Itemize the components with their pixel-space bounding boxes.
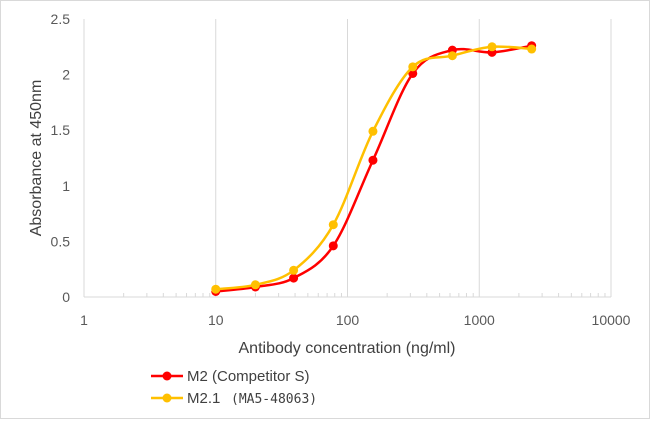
legend-marker-m2-1 <box>162 393 172 403</box>
legend-label-m2: M2 (Competitor S) <box>187 368 310 385</box>
point-m2-1-4 <box>368 126 378 136</box>
y-tick-label-4: 2 <box>62 67 70 83</box>
point-m2-1-8 <box>527 44 537 54</box>
x-tick-labels: 1 10 100 1000 10000 <box>80 312 631 328</box>
y-tick-label-3: 1.5 <box>51 122 71 138</box>
y-tick-label-2: 1 <box>62 178 70 194</box>
x-tick-label-0: 1 <box>80 312 88 328</box>
x-tick-label-4: 10000 <box>592 312 631 328</box>
point-m2-5 <box>408 68 418 78</box>
point-m2-2 <box>289 273 299 283</box>
point-m2-3 <box>328 241 338 251</box>
y-tick-label-5: 2.5 <box>51 11 71 27</box>
x-tick-label-1: 10 <box>208 312 224 328</box>
x-axis-title: Antibody concentration (ng/ml) <box>239 340 456 357</box>
series-line-m2-1 <box>215 45 532 291</box>
legend-marker-m2 <box>162 371 172 381</box>
legend: M2 (Competitor S) M2.1 (MA5-48063) <box>151 368 317 407</box>
grid <box>83 19 612 297</box>
point-m2-1-5 <box>408 62 418 72</box>
y-tick-label-0: 0 <box>62 289 70 305</box>
x-tick-label-3: 1000 <box>464 312 495 328</box>
legend-catalog-m2-1: (MA5-48063) <box>231 392 317 407</box>
series-m2 <box>211 41 537 296</box>
minor-ticks <box>123 293 606 297</box>
x-tick-label-2: 100 <box>336 312 360 328</box>
legend-label-m2-1: M2.1 <box>187 390 220 407</box>
point-m2-1-6 <box>447 51 457 61</box>
point-m2-1-3 <box>328 220 338 230</box>
legend-item-m2-1: M2.1 (MA5-48063) <box>151 390 317 407</box>
series-layer <box>211 41 537 296</box>
series-line-m2 <box>215 44 532 293</box>
legend-item-m2: M2 (Competitor S) <box>151 368 310 385</box>
point-m2-1-2 <box>289 265 299 275</box>
y-tick-labels: 0 0.5 1 1.5 2 2.5 <box>51 11 71 305</box>
point-m2-4 <box>368 155 378 165</box>
y-axis-title: Absorbance at 450nm <box>28 80 45 237</box>
point-m2-1-0 <box>211 284 221 294</box>
y-tick-label-1: 0.5 <box>51 233 71 249</box>
point-m2-1-1 <box>250 280 260 290</box>
series-m2-1 <box>211 42 537 294</box>
point-m2-1-7 <box>487 42 497 52</box>
